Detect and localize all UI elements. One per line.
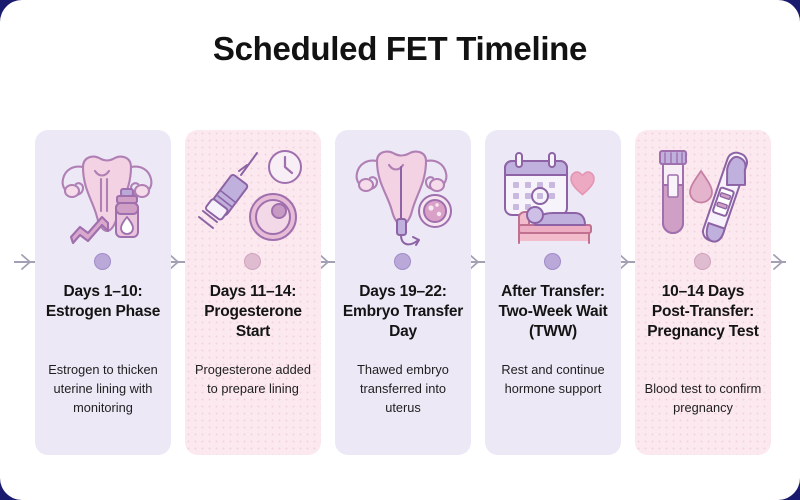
timeline-dot[interactable] [94, 253, 111, 270]
step-description: Rest and continue hormone support [501, 362, 605, 396]
uterus-growth-medication-icon [35, 138, 171, 256]
page-title: Scheduled FET Timeline [212, 30, 588, 67]
uterus-catheter-embryo-icon [335, 138, 471, 256]
step-heading: After Transfer: Two-Week Wait (TWW) [498, 283, 608, 340]
step-heading: Days 1–10: Estrogen Phase [45, 283, 161, 320]
timeline-step-estrogen-phase[interactable]: Days 1–10: Estrogen Phase Estrogen to th… [35, 130, 171, 455]
timeline-step-two-week-wait[interactable]: After Transfer: Two-Week Wait (TWW) Rest… [485, 130, 621, 455]
timeline-dot[interactable] [394, 253, 411, 270]
syringe-clock-ovum-icon [185, 138, 321, 256]
timeline-dot[interactable] [694, 253, 711, 270]
calendar-heart-bedrest-icon [485, 138, 621, 256]
step-heading: Days 11–14: Progesterone Start [204, 283, 302, 340]
step-description: Progesterone added to prepare lining [195, 362, 311, 396]
step-description: Thawed embryo transferred into uterus [357, 362, 449, 415]
step-heading: Days 19–22: Embryo Transfer Day [342, 283, 464, 340]
step-description: Blood test to confirm pregnancy [644, 381, 762, 415]
step-heading: 10–14 Days Post-Transfer: Pregnancy Test [647, 283, 759, 340]
timeline-step-pregnancy-test[interactable]: 10–14 Days Post-Transfer: Pregnancy Test… [635, 130, 771, 455]
timeline-step-progesterone-start[interactable]: Days 11–14: Progesterone Start Progester… [185, 130, 321, 455]
timeline-step-embryo-transfer-day[interactable]: Days 19–22: Embryo Transfer Day Thawed e… [335, 130, 471, 455]
timeline-dot[interactable] [544, 253, 561, 270]
timeline-dot[interactable] [244, 253, 261, 270]
blood-tube-droplet-pregnancy-test-icon [635, 138, 771, 256]
step-description: Estrogen to thicken uterine lining with … [48, 362, 158, 415]
